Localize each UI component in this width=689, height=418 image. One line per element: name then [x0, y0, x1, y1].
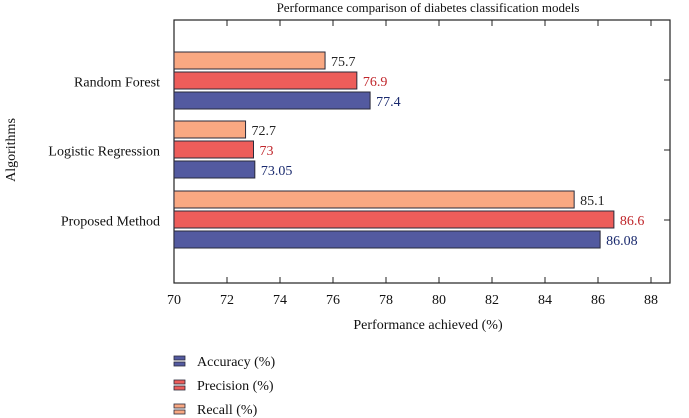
category-label: Random Forest	[74, 76, 160, 91]
bar-accuracy	[173, 230, 601, 249]
x-tick-label: 76	[326, 293, 340, 308]
x-tick-label: 86	[591, 293, 605, 308]
data-label: 73	[260, 144, 274, 159]
x-tick-label: 78	[379, 293, 393, 308]
x-tick-label: 72	[220, 293, 234, 308]
category-label: Logistic Regression	[48, 145, 160, 160]
x-tick-label: 74	[273, 293, 287, 308]
bar-accuracy	[173, 160, 256, 179]
x-tick-label: 84	[538, 293, 552, 308]
category-label: Proposed Method	[61, 215, 160, 230]
legend-swatch-lower	[173, 361, 186, 367]
bar-recall	[173, 190, 575, 209]
data-label: 73.05	[261, 164, 293, 179]
legend-swatch	[173, 403, 186, 409]
chart-title: Performance comparison of diabetes class…	[277, 0, 580, 15]
legend-swatch-lower	[173, 385, 186, 391]
legend: Accuracy (%) Precision (%) Recall (%)	[173, 355, 275, 418]
y-axis-label: Algorithms	[4, 118, 19, 182]
data-label: 85.1	[580, 194, 605, 209]
x-axis-label: Performance achieved (%)	[353, 318, 503, 333]
data-label: 86.6	[620, 214, 645, 229]
bar-recall	[173, 120, 247, 139]
bar-accuracy	[173, 91, 371, 110]
bars: 75.7 76.9 77.4 72.7 73 73.05 85.1 86.6 86.08	[173, 51, 645, 249]
bar-recall	[173, 51, 326, 70]
data-label: 86.08	[606, 234, 638, 249]
legend-label: Recall (%)	[197, 403, 258, 418]
legend-label: Precision (%)	[197, 379, 274, 394]
data-label: 75.7	[331, 55, 356, 70]
x-tick-label: 82	[485, 293, 499, 308]
bar-precision	[173, 210, 615, 229]
x-tick-label: 88	[644, 293, 658, 308]
category-labels: Random Forest Logistic Regression Proposed…	[48, 76, 160, 230]
x-tick-label: 80	[432, 293, 446, 308]
data-label: 72.7	[252, 124, 276, 139]
legend-swatch	[173, 355, 186, 361]
x-ticks: 70 72 74 76 78 80 82 84 86 88	[167, 20, 670, 308]
data-label: 77.4	[376, 95, 401, 110]
data-label: 76.9	[363, 75, 388, 90]
x-tick-label: 70	[167, 293, 181, 308]
legend-swatch	[173, 379, 186, 385]
legend-swatch-lower	[173, 409, 186, 415]
legend-label: Accuracy (%)	[197, 355, 275, 370]
bar-precision	[173, 140, 254, 159]
bar-precision	[173, 71, 358, 90]
